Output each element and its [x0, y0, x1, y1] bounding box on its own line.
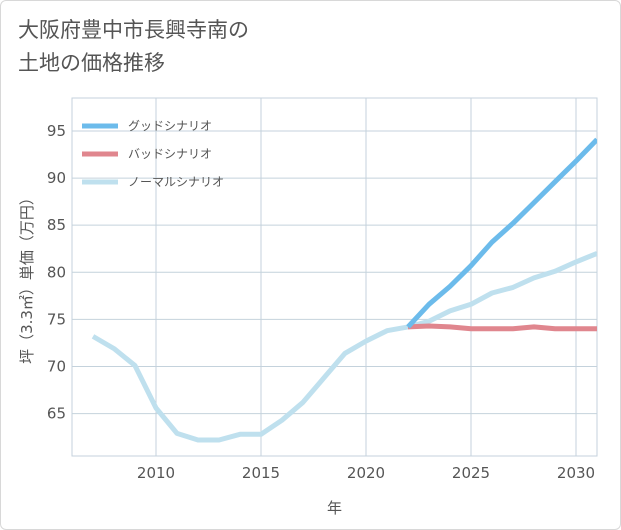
series-line-2	[91, 251, 597, 443]
tick-labels: 65 70 75 80 85 90 95 2010 2015 2020 2025 2030	[47, 122, 595, 482]
chart-title-line-1: 大阪府豊中市長興寺南の	[18, 18, 249, 42]
x-tick-label: 2015	[242, 464, 280, 482]
series-lines	[91, 137, 597, 443]
x-tick-label: 2025	[452, 464, 490, 482]
y-axis-label: 坪（3.3㎡）単価（万円）	[18, 190, 36, 364]
y-tick-label: 65	[47, 405, 66, 423]
y-tick-label: 70	[47, 358, 66, 376]
legend-label-2: ノーマルシナリオ	[128, 175, 224, 189]
x-tick-label: 2010	[137, 464, 175, 482]
legend-label-0: グッドシナリオ	[128, 119, 212, 133]
chart-title-line-2: 土地の価格推移	[18, 51, 165, 75]
legend-label-1: バッドシナリオ	[128, 147, 212, 161]
y-tick-label: 95	[47, 122, 66, 140]
y-tick-label: 75	[47, 310, 66, 328]
series-line-0	[406, 137, 597, 329]
x-tick-label: 2020	[347, 464, 385, 482]
series-line-1	[407, 323, 597, 332]
chart-title: 大阪府豊中市長興寺南の 土地の価格推移	[18, 14, 249, 80]
x-axis-label: 年	[327, 499, 342, 517]
plot-border	[71, 97, 598, 457]
y-tick-label: 90	[47, 169, 66, 187]
y-tick-label: 80	[47, 263, 66, 281]
y-tick-label: 85	[47, 216, 66, 234]
x-tick-label: 2030	[557, 464, 595, 482]
